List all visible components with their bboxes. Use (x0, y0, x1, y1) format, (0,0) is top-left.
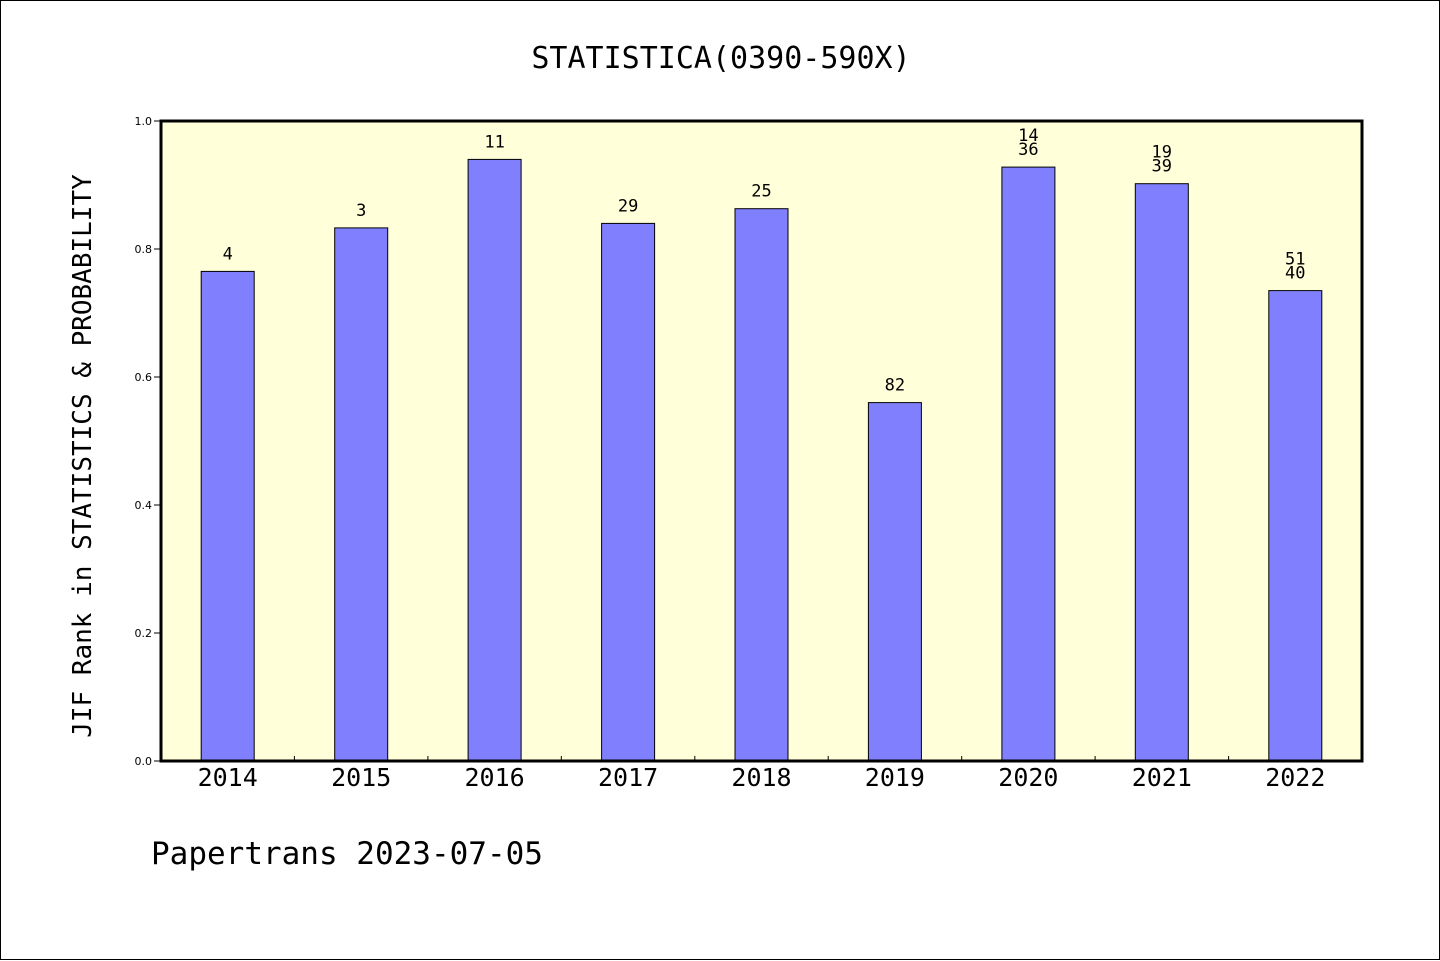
bar-2015 (334, 227, 389, 762)
bar-label-2016-1: 11 (484, 132, 504, 152)
bar-label-2015-1: 3 (356, 201, 366, 221)
chart-title: STATISTICA(0390-590X) (531, 41, 910, 76)
y-tick-label-2: 0.4 (135, 499, 153, 512)
x-ticks-group: 2014 2015 2016 2017 2018 2019 2020 2021 2022 (198, 756, 1325, 792)
bar-2017 (601, 222, 656, 762)
y-tick-label-1: 0.2 (135, 627, 153, 640)
x-tick-label-2020: 2020 (998, 763, 1058, 792)
footer-credit: Papertrans 2023-07-05 (151, 836, 543, 872)
x-tick-label-2015: 2015 (331, 763, 391, 792)
bar-label-2019-1: 82 (885, 376, 905, 396)
bar-2018 (734, 208, 789, 762)
bar-2014 (200, 270, 255, 762)
bar-label-2020-2: 36 (1018, 140, 1038, 160)
bar-label-2021-1: 19 (1152, 143, 1172, 163)
bar-2022 (1268, 290, 1323, 762)
bar-label-2021-2: 39 (1152, 157, 1172, 177)
x-tick-label-2021: 2021 (1132, 763, 1192, 792)
bar-label-2014-1: 4 (223, 244, 233, 264)
x-tick-label-2016: 2016 (464, 763, 524, 792)
y-tick-label-5: 1.0 (135, 115, 153, 128)
y-tick-label-3: 0.6 (135, 371, 153, 384)
y-tick-label-4: 0.8 (135, 243, 153, 256)
bar-label-2022-2: 40 (1285, 264, 1305, 284)
x-tick-label-2014: 2014 (198, 763, 258, 792)
y-axis-label: JIF Rank in STATISTICS & PROBABILITY (68, 174, 98, 738)
bar-label-2017-1: 29 (618, 196, 638, 216)
y-tick-label-0: 0.0 (135, 755, 153, 768)
bar-2019 (867, 402, 922, 762)
x-tick-label-2017: 2017 (598, 763, 658, 792)
bar-label-2022-1: 51 (1285, 250, 1305, 270)
bar-2016 (467, 158, 522, 762)
bar-label-2020-1: 14 (1018, 126, 1038, 146)
x-tick-label-2019: 2019 (865, 763, 925, 792)
bar-label-2018-1: 25 (751, 182, 771, 202)
x-tick-label-2018: 2018 (731, 763, 791, 792)
plot-border (159, 119, 1364, 763)
bar-2020 (1001, 166, 1056, 762)
bar-2021 (1134, 183, 1189, 762)
y-ticks-group: 0.0 0.2 0.4 0.6 0.8 1.0 (135, 115, 161, 768)
x-tick-label-2022: 2022 (1265, 763, 1325, 792)
